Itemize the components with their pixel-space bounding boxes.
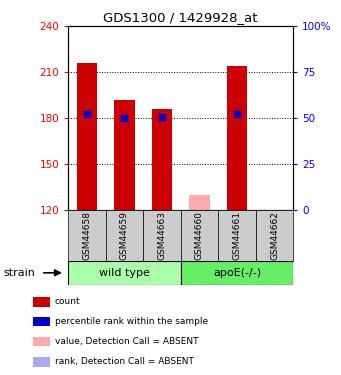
Bar <box>218 210 256 261</box>
Bar <box>114 100 135 210</box>
Text: GSM44660: GSM44660 <box>195 211 204 260</box>
Text: strain: strain <box>3 268 35 278</box>
Title: GDS1300 / 1429928_at: GDS1300 / 1429928_at <box>103 11 258 24</box>
Bar <box>33 297 50 307</box>
Text: value, Detection Call = ABSENT: value, Detection Call = ABSENT <box>55 337 198 346</box>
Text: percentile rank within the sample: percentile rank within the sample <box>55 317 208 326</box>
Bar <box>33 337 50 346</box>
Text: GSM44659: GSM44659 <box>120 211 129 260</box>
Bar <box>181 210 218 261</box>
Text: GSM44661: GSM44661 <box>233 211 241 260</box>
Bar <box>77 63 97 210</box>
Text: wild type: wild type <box>99 268 150 278</box>
Text: GSM44662: GSM44662 <box>270 211 279 260</box>
Bar <box>33 317 50 326</box>
Text: rank, Detection Call = ABSENT: rank, Detection Call = ABSENT <box>55 357 194 366</box>
Bar <box>68 210 106 261</box>
Bar <box>189 195 210 210</box>
Text: apoE(-/-): apoE(-/-) <box>213 268 261 278</box>
Text: GSM44658: GSM44658 <box>83 211 91 260</box>
Bar <box>227 66 247 210</box>
Bar <box>143 210 181 261</box>
Bar <box>68 261 181 285</box>
Text: GSM44663: GSM44663 <box>158 211 166 260</box>
Bar <box>256 210 293 261</box>
Text: count: count <box>55 297 80 306</box>
Bar <box>33 357 50 366</box>
Bar <box>181 261 293 285</box>
Bar <box>106 210 143 261</box>
Bar <box>152 109 172 210</box>
